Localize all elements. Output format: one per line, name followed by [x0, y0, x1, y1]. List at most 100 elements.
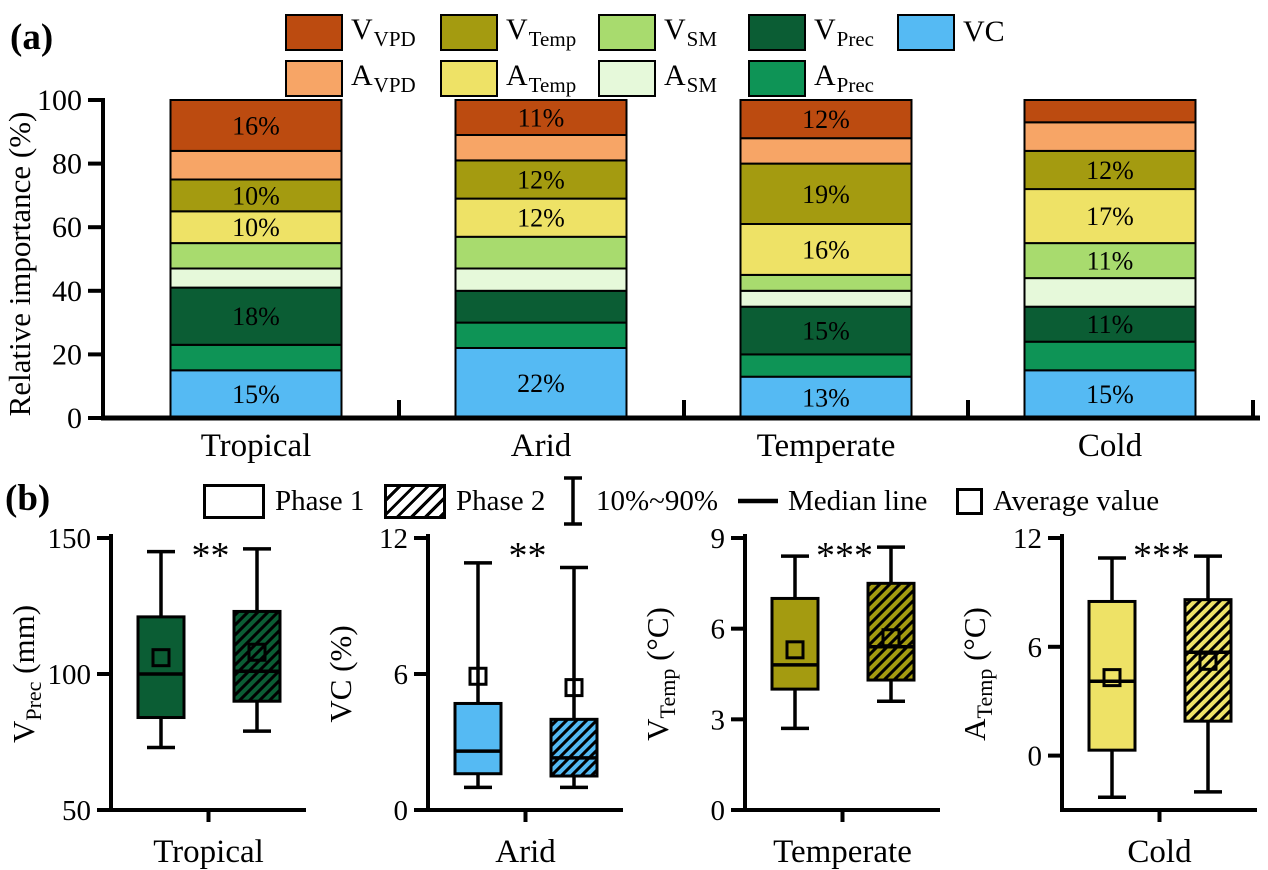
segment-value-label: 19%: [802, 180, 850, 209]
bar-segment-vc-tropical: [169, 369, 343, 419]
stacked-bar-legend: VVPD VTemp VSM VPrec VC AVPD ATemp ASM APrec: [0, 0, 1268, 105]
legend-item-a-vpd: AVPD: [285, 59, 416, 97]
bar-segment-a_sm-temperate: [739, 289, 913, 308]
legend-label: VTemp: [506, 12, 577, 51]
panel-b-label: (b): [5, 478, 51, 519]
bar-segment-v_vpd-tropical: [169, 99, 343, 152]
segment-value-label: 11%: [1087, 247, 1134, 276]
bar-segment-a_prec-arid: [454, 321, 628, 350]
bar-segment-a_prec-cold: [1023, 340, 1197, 372]
bar-segment-v_temp-arid: [454, 159, 628, 200]
y-tick-label: 0: [394, 795, 409, 827]
significance-stars: **: [192, 535, 230, 577]
legend-label: VVPD: [351, 12, 416, 51]
segment-value-label: 16%: [232, 111, 280, 140]
bar-segment-v_temp-cold: [1023, 149, 1197, 191]
bar-segment-v_sm-cold: [1023, 242, 1197, 280]
bar-segment-v_temp-temperate: [739, 162, 913, 225]
y-tick-label: 0: [67, 402, 82, 435]
mean-marker: [881, 628, 901, 648]
box-temperate-phase1: [770, 554, 820, 731]
bar-segment-v_sm-arid: [454, 235, 628, 270]
legend-color-swatch: [440, 59, 498, 97]
boxplot-legend-label: Phase 1: [275, 484, 365, 517]
bar-segment-v_sm-tropical: [169, 242, 343, 270]
box-tropical-phase2: [232, 547, 282, 733]
y-tick-label: 9: [711, 523, 726, 555]
bar-segment-v_vpd-arid: [454, 99, 628, 136]
legend-label: VPrec: [814, 12, 874, 51]
phase2-hatched-swatch: [384, 483, 446, 519]
bar-segment-a_vpd-arid: [454, 134, 628, 162]
boxplot-cold: 0 6 12 ATemp (°C) *** Cold: [957, 523, 1257, 870]
legend-color-swatch: [897, 13, 955, 51]
y-tick-label: 80: [52, 148, 82, 181]
legend-color-swatch: [748, 59, 806, 97]
y-tick-label: 50: [62, 795, 91, 827]
y-tick-label: 0: [711, 795, 726, 827]
y-tick-label: 3: [711, 704, 726, 736]
segment-value-label: 12%: [517, 204, 565, 233]
boxplot-legend-item-whisker: 10%~90%: [560, 476, 718, 526]
legend-color-swatch: [285, 59, 343, 97]
bar-segment-a_vpd-temperate: [739, 137, 913, 165]
bar-segment-a_vpd-tropical: [169, 149, 343, 181]
legend-color-swatch: [748, 13, 806, 51]
phase1-swatch: [203, 483, 265, 519]
category-label-temperate: Temperate: [757, 428, 896, 464]
legend-item-v-temp: VTemp: [440, 13, 576, 51]
boxplot-legend-item-hatched-box: Phase 2: [384, 478, 545, 524]
mean-marker: [564, 678, 584, 698]
y-tick-label: 20: [52, 338, 82, 371]
bar-segment-a_sm-cold: [1023, 277, 1197, 308]
category-label-cold: Cold: [1078, 428, 1143, 464]
y-tick-label: 6: [394, 659, 409, 691]
category-label-tropical: Tropical: [153, 834, 264, 870]
y-tick-label: 0: [1028, 741, 1043, 773]
category-label-arid: Arid: [495, 834, 556, 870]
segment-value-label: 12%: [517, 166, 565, 195]
legend-color-swatch: [598, 59, 656, 97]
segment-value-label: 15%: [802, 317, 850, 346]
y-axis-title: ATemp (°C): [957, 607, 997, 741]
y-tick-label: 60: [52, 211, 82, 244]
segment-value-label: 13%: [802, 383, 850, 412]
legend-color-swatch: [598, 13, 656, 51]
box-cold-phase2: [1183, 554, 1233, 794]
bar-segment-a_prec-tropical: [169, 343, 343, 372]
box-arid-phase2: [549, 565, 599, 790]
legend-item-v-vpd: VVPD: [285, 13, 416, 51]
legend-label: VC: [963, 15, 1005, 48]
mean-marker: [785, 640, 805, 660]
bar-segment-a_sm-arid: [454, 267, 628, 292]
legend-color-swatch: [440, 13, 498, 51]
segment-value-label: 17%: [1086, 202, 1134, 231]
segment-value-label: 10%: [232, 181, 280, 210]
box-temperate-phase2: [866, 545, 916, 703]
bar-segment-v_vpd-temperate: [739, 99, 913, 140]
segment-value-label: 12%: [802, 105, 850, 134]
bar-segment-v_prec-tropical: [169, 286, 343, 346]
panel-a-label: (a): [10, 17, 54, 58]
y-tick-label: 6: [1028, 632, 1043, 664]
y-tick-label: 100: [48, 659, 92, 691]
y-tick-label: 40: [52, 275, 82, 308]
mean-marker: [151, 648, 171, 668]
box-cold-phase1: [1087, 556, 1137, 800]
category-label-cold: Cold: [1127, 834, 1192, 870]
legend-item-a-sm: ASM: [598, 59, 717, 97]
bar-segment-a_vpd-cold: [1023, 121, 1197, 152]
whisker-range-icon: [564, 476, 582, 526]
legend-color-swatch: [285, 13, 343, 51]
y-axis-title: VPrec (mm): [6, 605, 46, 743]
segment-value-label: 12%: [1086, 156, 1134, 185]
legend-item-v-sm: VSM: [598, 13, 717, 51]
segment-value-label: 16%: [802, 236, 850, 265]
bar-segment-v_prec-cold: [1023, 305, 1197, 343]
boxplot-arid: 0 6 12 VC (%) ** Arid: [323, 523, 623, 870]
box-arid-phase1: [453, 561, 503, 790]
boxplot-legend-item-square: Average value: [956, 478, 1159, 524]
boxplot-temperate: 0 3 6 9 VTemp (°C) *** Temperate: [640, 523, 940, 870]
y-tick-label: 100: [37, 88, 82, 117]
